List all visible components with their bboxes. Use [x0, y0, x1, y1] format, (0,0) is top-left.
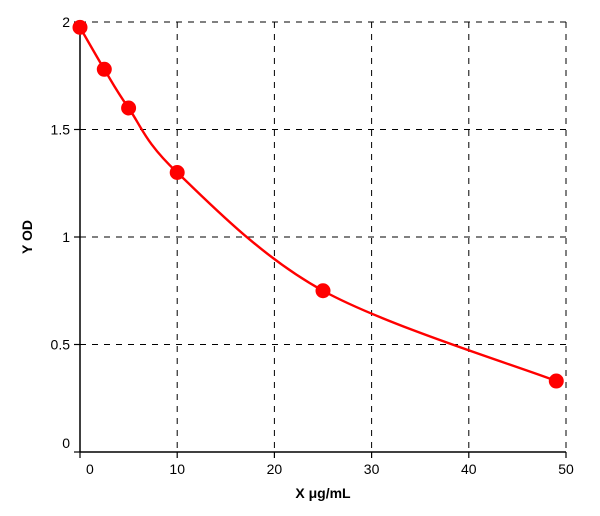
- chart-container: 0 10 20 30 40 50 0 0.5 1 1.5 2 X μg/mL Y OD: [0, 0, 600, 516]
- x-tick-label: 50: [558, 461, 574, 477]
- y-tick-label: 1.5: [51, 122, 71, 138]
- x-tick-label: 20: [267, 461, 283, 477]
- chart-svg: 0 10 20 30 40 50 0 0.5 1 1.5 2 X μg/mL Y OD: [0, 0, 600, 516]
- data-point: [316, 284, 330, 298]
- data-point: [549, 374, 563, 388]
- y-tick-label: 0: [62, 435, 70, 451]
- x-tick-label: 10: [169, 461, 185, 477]
- data-point: [97, 62, 111, 76]
- data-point: [73, 20, 87, 34]
- y-tick-label: 2: [62, 14, 70, 30]
- data-point: [122, 101, 136, 115]
- data-point: [170, 166, 184, 180]
- x-tick-label: 40: [461, 461, 477, 477]
- y-tick-label: 1: [62, 229, 70, 245]
- x-tick-label: 30: [364, 461, 380, 477]
- x-tick-label: 0: [86, 461, 94, 477]
- x-axis-label: X μg/mL: [295, 485, 351, 501]
- y-tick-label: 0.5: [51, 337, 71, 353]
- y-axis-label: Y OD: [19, 220, 35, 254]
